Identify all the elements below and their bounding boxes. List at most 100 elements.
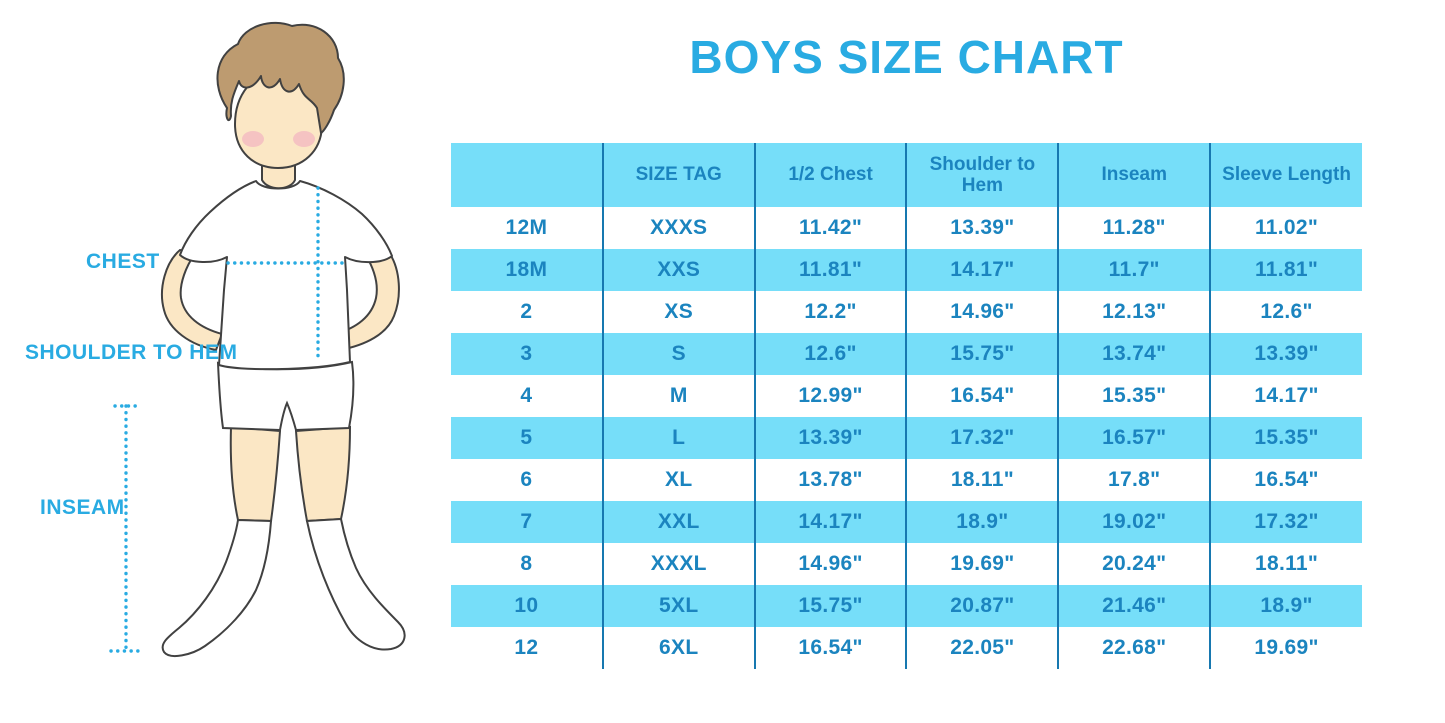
table-cell: 16.57"	[1057, 417, 1211, 459]
table-cell: 15.75"	[905, 333, 1059, 375]
table-cell: 14.17"	[1209, 375, 1362, 417]
page-title: BOYS SIZE CHART	[689, 31, 1124, 83]
table-cell: 15.35"	[1209, 417, 1362, 459]
table-cell: 12.6"	[753, 333, 907, 375]
column-header: SIZE TAG	[601, 143, 755, 207]
size-label-cell: 5	[520, 426, 533, 449]
shoulder-to-hem-label: SHOULDER TO HEM	[25, 341, 238, 364]
table-cell: 12.13"	[1057, 291, 1211, 333]
boy-arm-left	[160, 248, 224, 352]
table-cell: 12.2"	[753, 291, 907, 333]
chest-label: CHEST	[86, 250, 160, 273]
table-cell: 14.17"	[753, 501, 907, 543]
size-table-body: 12M XXXS 11.42" 13.39" 11.28" 11.02" 18M XXS 11.…	[451, 207, 1362, 669]
boy-leg-left	[229, 425, 282, 523]
table-row: 18M XXS 11.81" 14.17" 11.7" 11.81"	[451, 249, 1362, 291]
table-cell: 16.54"	[1209, 459, 1362, 501]
table-cell: 15.75"	[753, 585, 907, 627]
size-table-container: SIZE TAG 1/2 Chest Shoulder to Hem Inseam Sl…	[451, 143, 1362, 669]
table-cell: 11.81"	[1209, 249, 1362, 291]
table-cell: S	[601, 333, 755, 375]
table-cell: XXXL	[601, 543, 755, 585]
table-cell: 6XL	[601, 627, 755, 669]
inseam-label: INSEAM	[40, 496, 125, 519]
size-table-header: SIZE TAG 1/2 Chest Shoulder to Hem Inseam Sl…	[451, 143, 1362, 207]
boy-illustration	[109, 21, 406, 657]
table-cell: 11.7"	[1057, 249, 1211, 291]
table-cell: L	[601, 417, 755, 459]
column-header	[451, 143, 603, 207]
size-label-cell: 7	[520, 510, 533, 533]
size-label-cell: 8	[520, 552, 533, 575]
table-cell: 18.9"	[905, 501, 1059, 543]
column-header: 1/2 Chest	[753, 143, 907, 207]
table-cell: 5XL	[601, 585, 755, 627]
boy-leg-right	[294, 425, 352, 523]
size-label-cell: 3	[520, 342, 533, 365]
table-cell: M	[601, 375, 755, 417]
table-cell: 11.28"	[1057, 207, 1211, 249]
table-cell: 17.32"	[905, 417, 1059, 459]
size-label-cell: 10	[514, 594, 539, 617]
table-cell: 14.96"	[905, 291, 1059, 333]
table-cell: 15.35"	[1057, 375, 1211, 417]
size-table: SIZE TAG 1/2 Chest Shoulder to Hem Inseam Sl…	[451, 143, 1362, 669]
table-cell: 12.99"	[753, 375, 907, 417]
size-label-cell: 2	[520, 300, 533, 323]
table-cell: XS	[601, 291, 755, 333]
table-row: 7 XXL 14.17" 18.9" 19.02" 17.32"	[451, 501, 1362, 543]
table-cell: 16.54"	[753, 627, 907, 669]
table-row: 4 M 12.99" 16.54" 15.35" 14.17"	[451, 375, 1362, 417]
column-header: Sleeve Length	[1209, 143, 1362, 207]
size-label-cell: 4	[520, 384, 533, 407]
size-label-cell: 12	[514, 636, 539, 659]
boy-shirt	[179, 180, 393, 371]
table-cell: XXS	[601, 249, 755, 291]
table-cell: XXXS	[601, 207, 755, 249]
boy-sock-right	[305, 517, 406, 651]
table-cell: 19.02"	[1057, 501, 1211, 543]
table-cell: 18.11"	[1209, 543, 1362, 585]
table-cell: 14.96"	[753, 543, 907, 585]
table-cell: 11.02"	[1209, 207, 1362, 249]
table-cell: 21.46"	[1057, 585, 1211, 627]
table-row: 12M XXXS 11.42" 13.39" 11.28" 11.02"	[451, 207, 1362, 249]
boy-shorts	[216, 360, 355, 432]
table-cell: 22.68"	[1057, 627, 1211, 669]
header-row: SIZE TAG 1/2 Chest Shoulder to Hem Inseam Sl…	[451, 143, 1362, 207]
table-cell: XXL	[601, 501, 755, 543]
table-row: 6 XL 13.78" 18.11" 17.8" 16.54"	[451, 459, 1362, 501]
table-row: 5 L 13.39" 17.32" 16.57" 15.35"	[451, 417, 1362, 459]
boy-cheek-right	[293, 131, 315, 147]
table-cell: 17.8"	[1057, 459, 1211, 501]
table-cell: 19.69"	[905, 543, 1059, 585]
table-row: 2 XS 12.2" 14.96" 12.13" 12.6"	[451, 291, 1362, 333]
table-cell: 14.17"	[905, 249, 1059, 291]
size-label-cell: 12M	[505, 216, 548, 239]
boy-hair	[216, 21, 345, 134]
table-cell: 13.39"	[1209, 333, 1362, 375]
size-label-cell: 18M	[505, 258, 548, 281]
boy-sock-left	[161, 518, 273, 657]
table-cell: 20.24"	[1057, 543, 1211, 585]
column-header: Inseam	[1057, 143, 1211, 207]
table-cell: 11.42"	[753, 207, 907, 249]
table-cell: 18.11"	[905, 459, 1059, 501]
table-cell: 17.32"	[1209, 501, 1362, 543]
size-label-cell: 6	[520, 468, 533, 491]
table-cell: 13.74"	[1057, 333, 1211, 375]
table-cell: 19.69"	[1209, 627, 1362, 669]
table-cell: 12.6"	[1209, 291, 1362, 333]
table-cell: 11.81"	[753, 249, 907, 291]
table-row: 10 5XL 15.75" 20.87" 21.46" 18.9"	[451, 585, 1362, 627]
column-header: Shoulder to Hem	[905, 143, 1059, 207]
table-cell: 22.05"	[905, 627, 1059, 669]
table-cell: 13.39"	[753, 417, 907, 459]
table-cell: 20.87"	[905, 585, 1059, 627]
table-cell: 18.9"	[1209, 585, 1362, 627]
table-row: 3 S 12.6" 15.75" 13.74" 13.39"	[451, 333, 1362, 375]
table-cell: 16.54"	[905, 375, 1059, 417]
table-cell: 13.78"	[753, 459, 907, 501]
table-row: 8 XXXL 14.96" 19.69" 20.24" 18.11"	[451, 543, 1362, 585]
